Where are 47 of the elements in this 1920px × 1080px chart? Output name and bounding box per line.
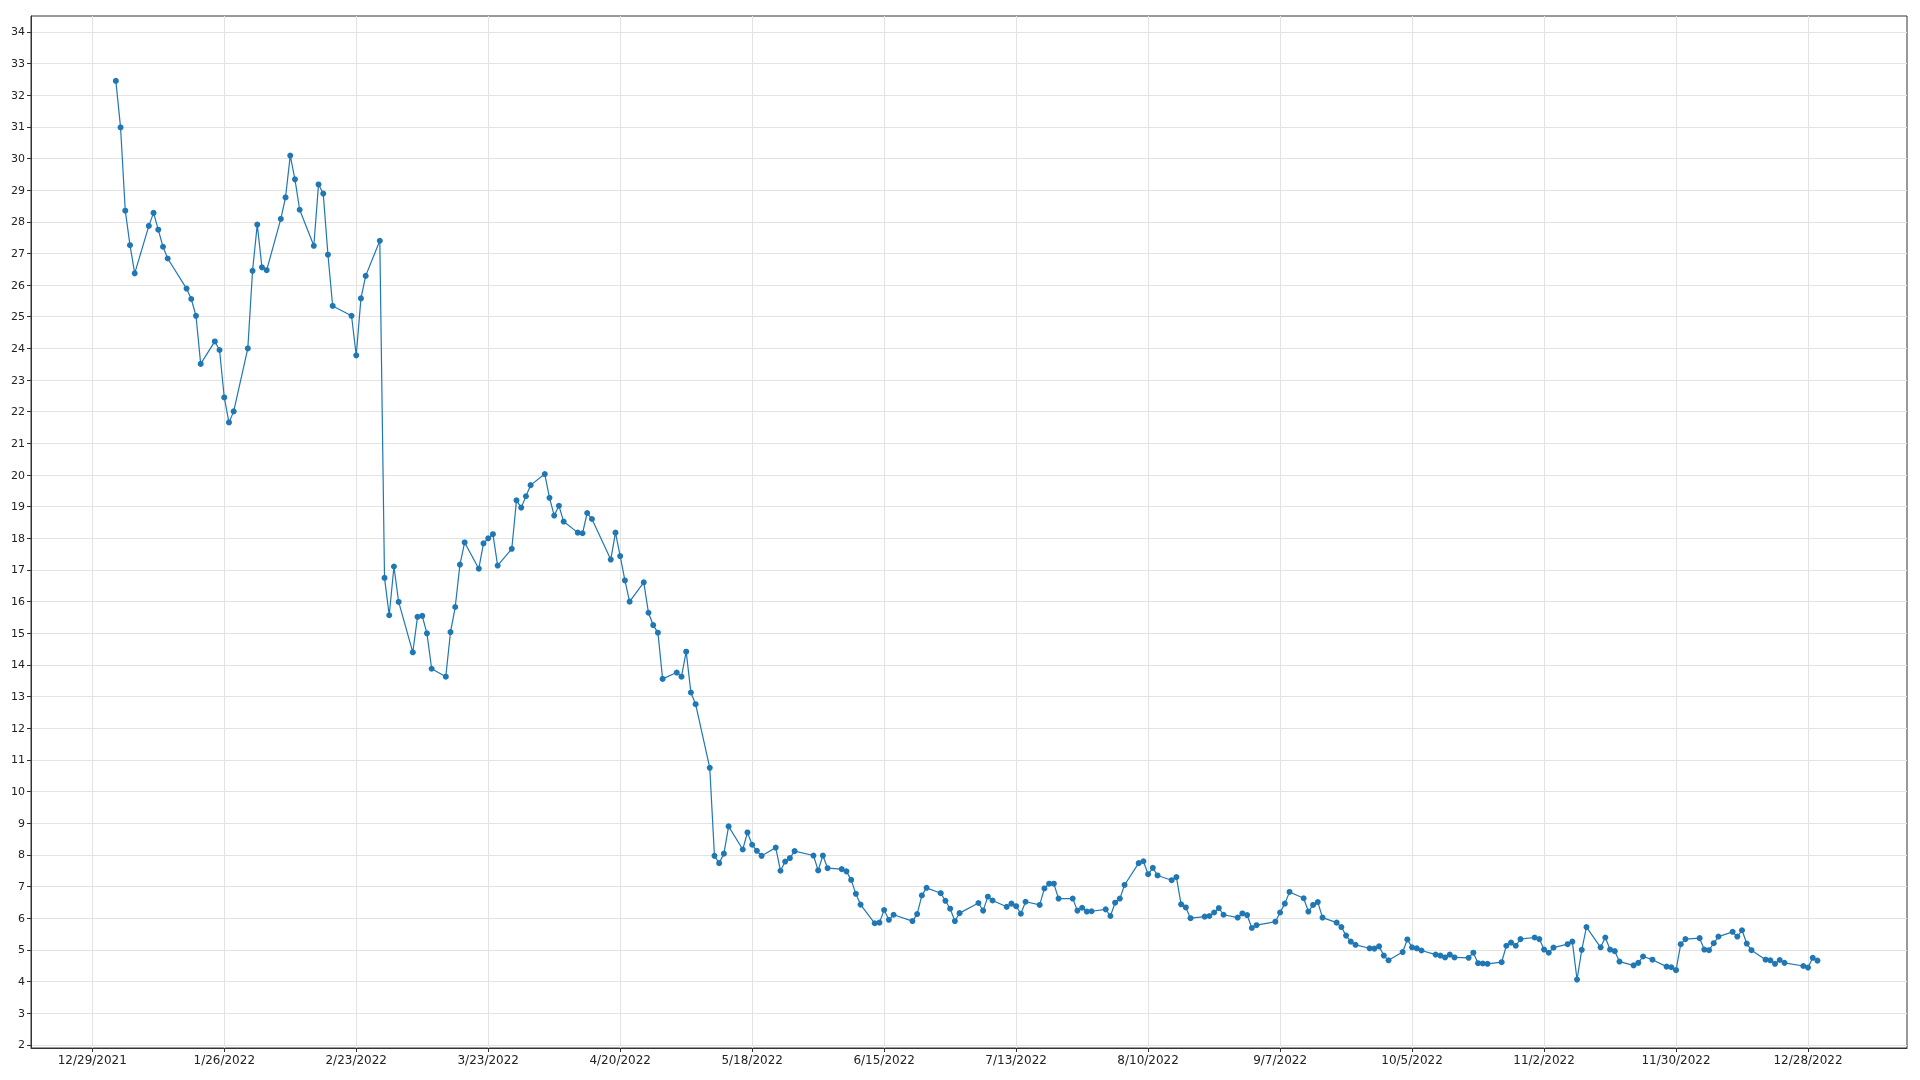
x-tick-label: 8/10/2022	[1117, 1053, 1179, 1067]
y-tick-label: 18	[11, 531, 25, 545]
y-tick-label: 23	[11, 373, 25, 387]
y-tick-label: 25	[11, 310, 25, 324]
x-tick-label: 10/5/2022	[1381, 1053, 1443, 1067]
x-tick-label: 11/30/2022	[1641, 1053, 1711, 1067]
y-tick-label: 31	[11, 120, 25, 134]
y-tick-label: 6	[18, 911, 25, 925]
y-tick-label: 20	[11, 468, 25, 482]
y-tick-label: 34	[11, 25, 25, 39]
y-tick-label: 27	[11, 246, 25, 260]
x-tick-label: 9/7/2022	[1253, 1053, 1308, 1067]
y-tick-label: 3	[18, 1006, 25, 1020]
y-tick-label: 2	[18, 1038, 25, 1052]
y-tick-label: 33	[11, 56, 25, 70]
x-tick-label: 2/23/2022	[325, 1053, 387, 1067]
y-tick-label: 28	[11, 215, 25, 229]
y-tick-label: 16	[11, 595, 25, 609]
y-tick-label: 32	[11, 88, 25, 102]
x-tick-label: 11/2/2022	[1513, 1053, 1575, 1067]
y-tick-label: 10	[11, 785, 25, 799]
y-tick-label: 7	[18, 880, 25, 894]
y-tick-label: 15	[11, 626, 25, 640]
y-tick-label: 17	[11, 563, 25, 577]
x-tick-label: 1/26/2022	[193, 1053, 256, 1067]
x-tick-label: 7/13/2022	[985, 1053, 1047, 1067]
x-tick-label: 5/18/2022	[721, 1053, 783, 1067]
y-tick-label: 19	[11, 500, 25, 514]
y-tick-label: 30	[11, 151, 25, 165]
y-tick-label: 8	[18, 848, 25, 862]
y-tick-label: 11	[11, 753, 25, 767]
y-tick-label: 12	[11, 721, 25, 735]
y-tick-label: 13	[11, 690, 25, 704]
x-tick-label: 6/15/2022	[853, 1053, 915, 1067]
y-tick-label: 29	[11, 183, 25, 197]
y-tick-label: 24	[11, 341, 25, 355]
y-tick-label: 5	[18, 943, 25, 957]
y-tick-label: 4	[18, 975, 25, 989]
y-tick-label: 9	[18, 816, 25, 830]
y-tick-label: 21	[11, 436, 25, 450]
y-tick-label: 26	[11, 278, 25, 292]
x-tick-label: 12/28/2022	[1773, 1053, 1843, 1067]
y-tick-label: 14	[11, 658, 25, 672]
x-tick-label: 3/23/2022	[457, 1053, 519, 1067]
x-tick-label: 4/20/2022	[589, 1053, 651, 1067]
y-tick-label: 22	[11, 405, 25, 419]
x-tick-label: 12/29/2021	[57, 1053, 127, 1067]
